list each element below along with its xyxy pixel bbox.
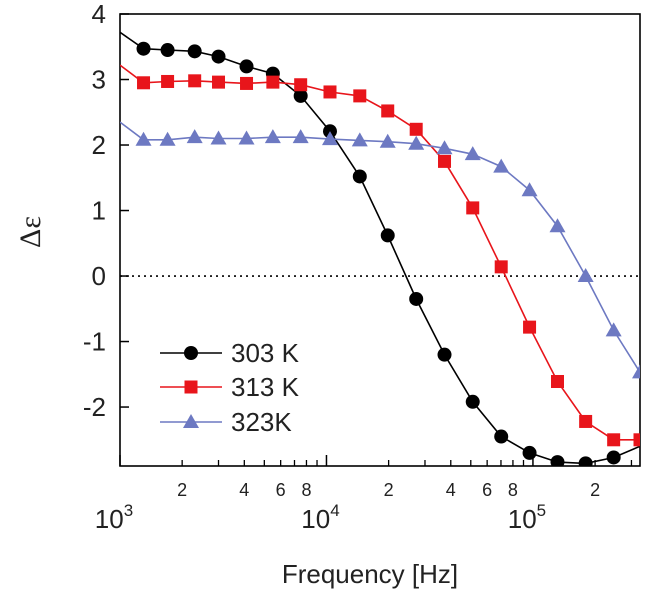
data-point-323k: [292, 129, 309, 144]
data-point-303k: [409, 291, 424, 306]
data-point-303k: [578, 456, 593, 466]
x-major-tick-label: 105: [508, 501, 546, 534]
data-point-313k: [494, 260, 508, 274]
data-point-303k: [187, 44, 202, 59]
data-point-323k: [436, 140, 453, 155]
y-tick-label: 3: [92, 65, 106, 95]
plot-frame: [119, 13, 641, 467]
x-axis-label: Frequency [Hz]: [282, 559, 458, 589]
data-point-313k: [323, 85, 337, 99]
y-axis-label: Δε: [14, 216, 47, 248]
data-point-303k: [465, 394, 480, 409]
x-minor-tick-label: 2: [177, 480, 187, 500]
series-313k: [120, 64, 640, 447]
y-tick-label: 2: [92, 130, 106, 160]
data-point-303k: [352, 169, 367, 184]
data-point-303k: [136, 41, 151, 56]
data-point-323k: [464, 146, 481, 161]
x-minor-tick-label: 6: [276, 480, 286, 500]
data-point-323k: [549, 218, 566, 233]
data-point-313k: [409, 122, 423, 136]
y-tick-label: -2: [83, 392, 106, 422]
data-point-323k: [493, 158, 510, 173]
data-point-313k: [607, 433, 621, 447]
legend-marker-313k: [184, 380, 198, 394]
data-point-303k: [550, 455, 565, 466]
series-323k: [120, 121, 640, 379]
data-point-323k: [577, 268, 594, 283]
data-point-323k: [159, 131, 176, 146]
data-point-313k: [523, 320, 537, 334]
data-point-313k: [212, 75, 226, 89]
data-point-303k: [437, 347, 452, 362]
data-point-313k: [579, 414, 593, 428]
data-point-323k: [632, 364, 640, 379]
data-point-323k: [264, 129, 281, 144]
x-major-tick-label: 103: [95, 501, 133, 534]
legend-label-303k: 303 K: [231, 338, 300, 368]
data-point-303k: [494, 429, 509, 444]
axis-ticks: [119, 13, 633, 466]
data-point-323k: [186, 129, 203, 144]
data-point-323k: [379, 133, 396, 148]
legend-label-313k: 313 K: [231, 372, 300, 402]
legend-marker-323k: [183, 414, 199, 428]
series-303k: [120, 31, 640, 466]
data-point-313k: [240, 76, 254, 90]
data-point-313k: [161, 74, 175, 88]
plot-area: [119, 13, 641, 467]
data-point-313k: [381, 104, 395, 118]
data-point-303k: [380, 228, 395, 243]
data-point-313k: [294, 78, 308, 92]
data-point-303k: [211, 49, 226, 64]
data-point-323k: [210, 130, 227, 145]
x-minor-tick-label: 2: [384, 480, 394, 500]
data-point-323k: [605, 322, 622, 337]
legend: 303 K 313 K 323K: [160, 338, 300, 437]
data-point-313k: [266, 75, 280, 89]
y-tick-label: 0: [92, 261, 106, 291]
data-point-323k: [521, 182, 538, 197]
legend-label-323k: 323K: [231, 407, 292, 437]
x-minor-tick-label: 8: [301, 480, 311, 500]
series-layer: [120, 31, 640, 466]
data-point-303k: [522, 445, 537, 460]
y-tick-label: 4: [92, 0, 106, 29]
x-minor-tick-label: 6: [482, 480, 492, 500]
y-tick-label: 1: [92, 196, 106, 226]
data-point-303k: [239, 59, 254, 74]
x-major-tick-label: 104: [301, 501, 339, 534]
data-point-313k: [188, 74, 202, 88]
data-point-313k: [466, 201, 480, 215]
data-point-323k: [408, 135, 425, 150]
y-tick-label: -1: [83, 327, 106, 357]
data-point-313k: [353, 89, 367, 103]
series-line-303k: [120, 31, 640, 465]
legend-marker-303k: [184, 346, 198, 360]
data-point-303k: [293, 88, 308, 103]
data-point-303k: [160, 43, 175, 58]
data-point-313k: [438, 154, 452, 168]
x-minor-tick-label: 4: [239, 480, 249, 500]
data-point-313k: [633, 433, 640, 447]
x-minor-tick-label: 4: [446, 480, 456, 500]
data-point-313k: [137, 76, 151, 90]
data-point-323k: [135, 131, 152, 146]
series-line-323k: [120, 121, 640, 373]
data-point-313k: [550, 374, 564, 388]
x-minor-tick-label: 2: [590, 480, 600, 500]
data-point-323k: [238, 130, 255, 145]
data-point-323k: [351, 132, 368, 147]
data-point-323k: [321, 131, 338, 146]
x-minor-tick-label: 8: [508, 480, 518, 500]
data-point-303k: [606, 450, 621, 465]
